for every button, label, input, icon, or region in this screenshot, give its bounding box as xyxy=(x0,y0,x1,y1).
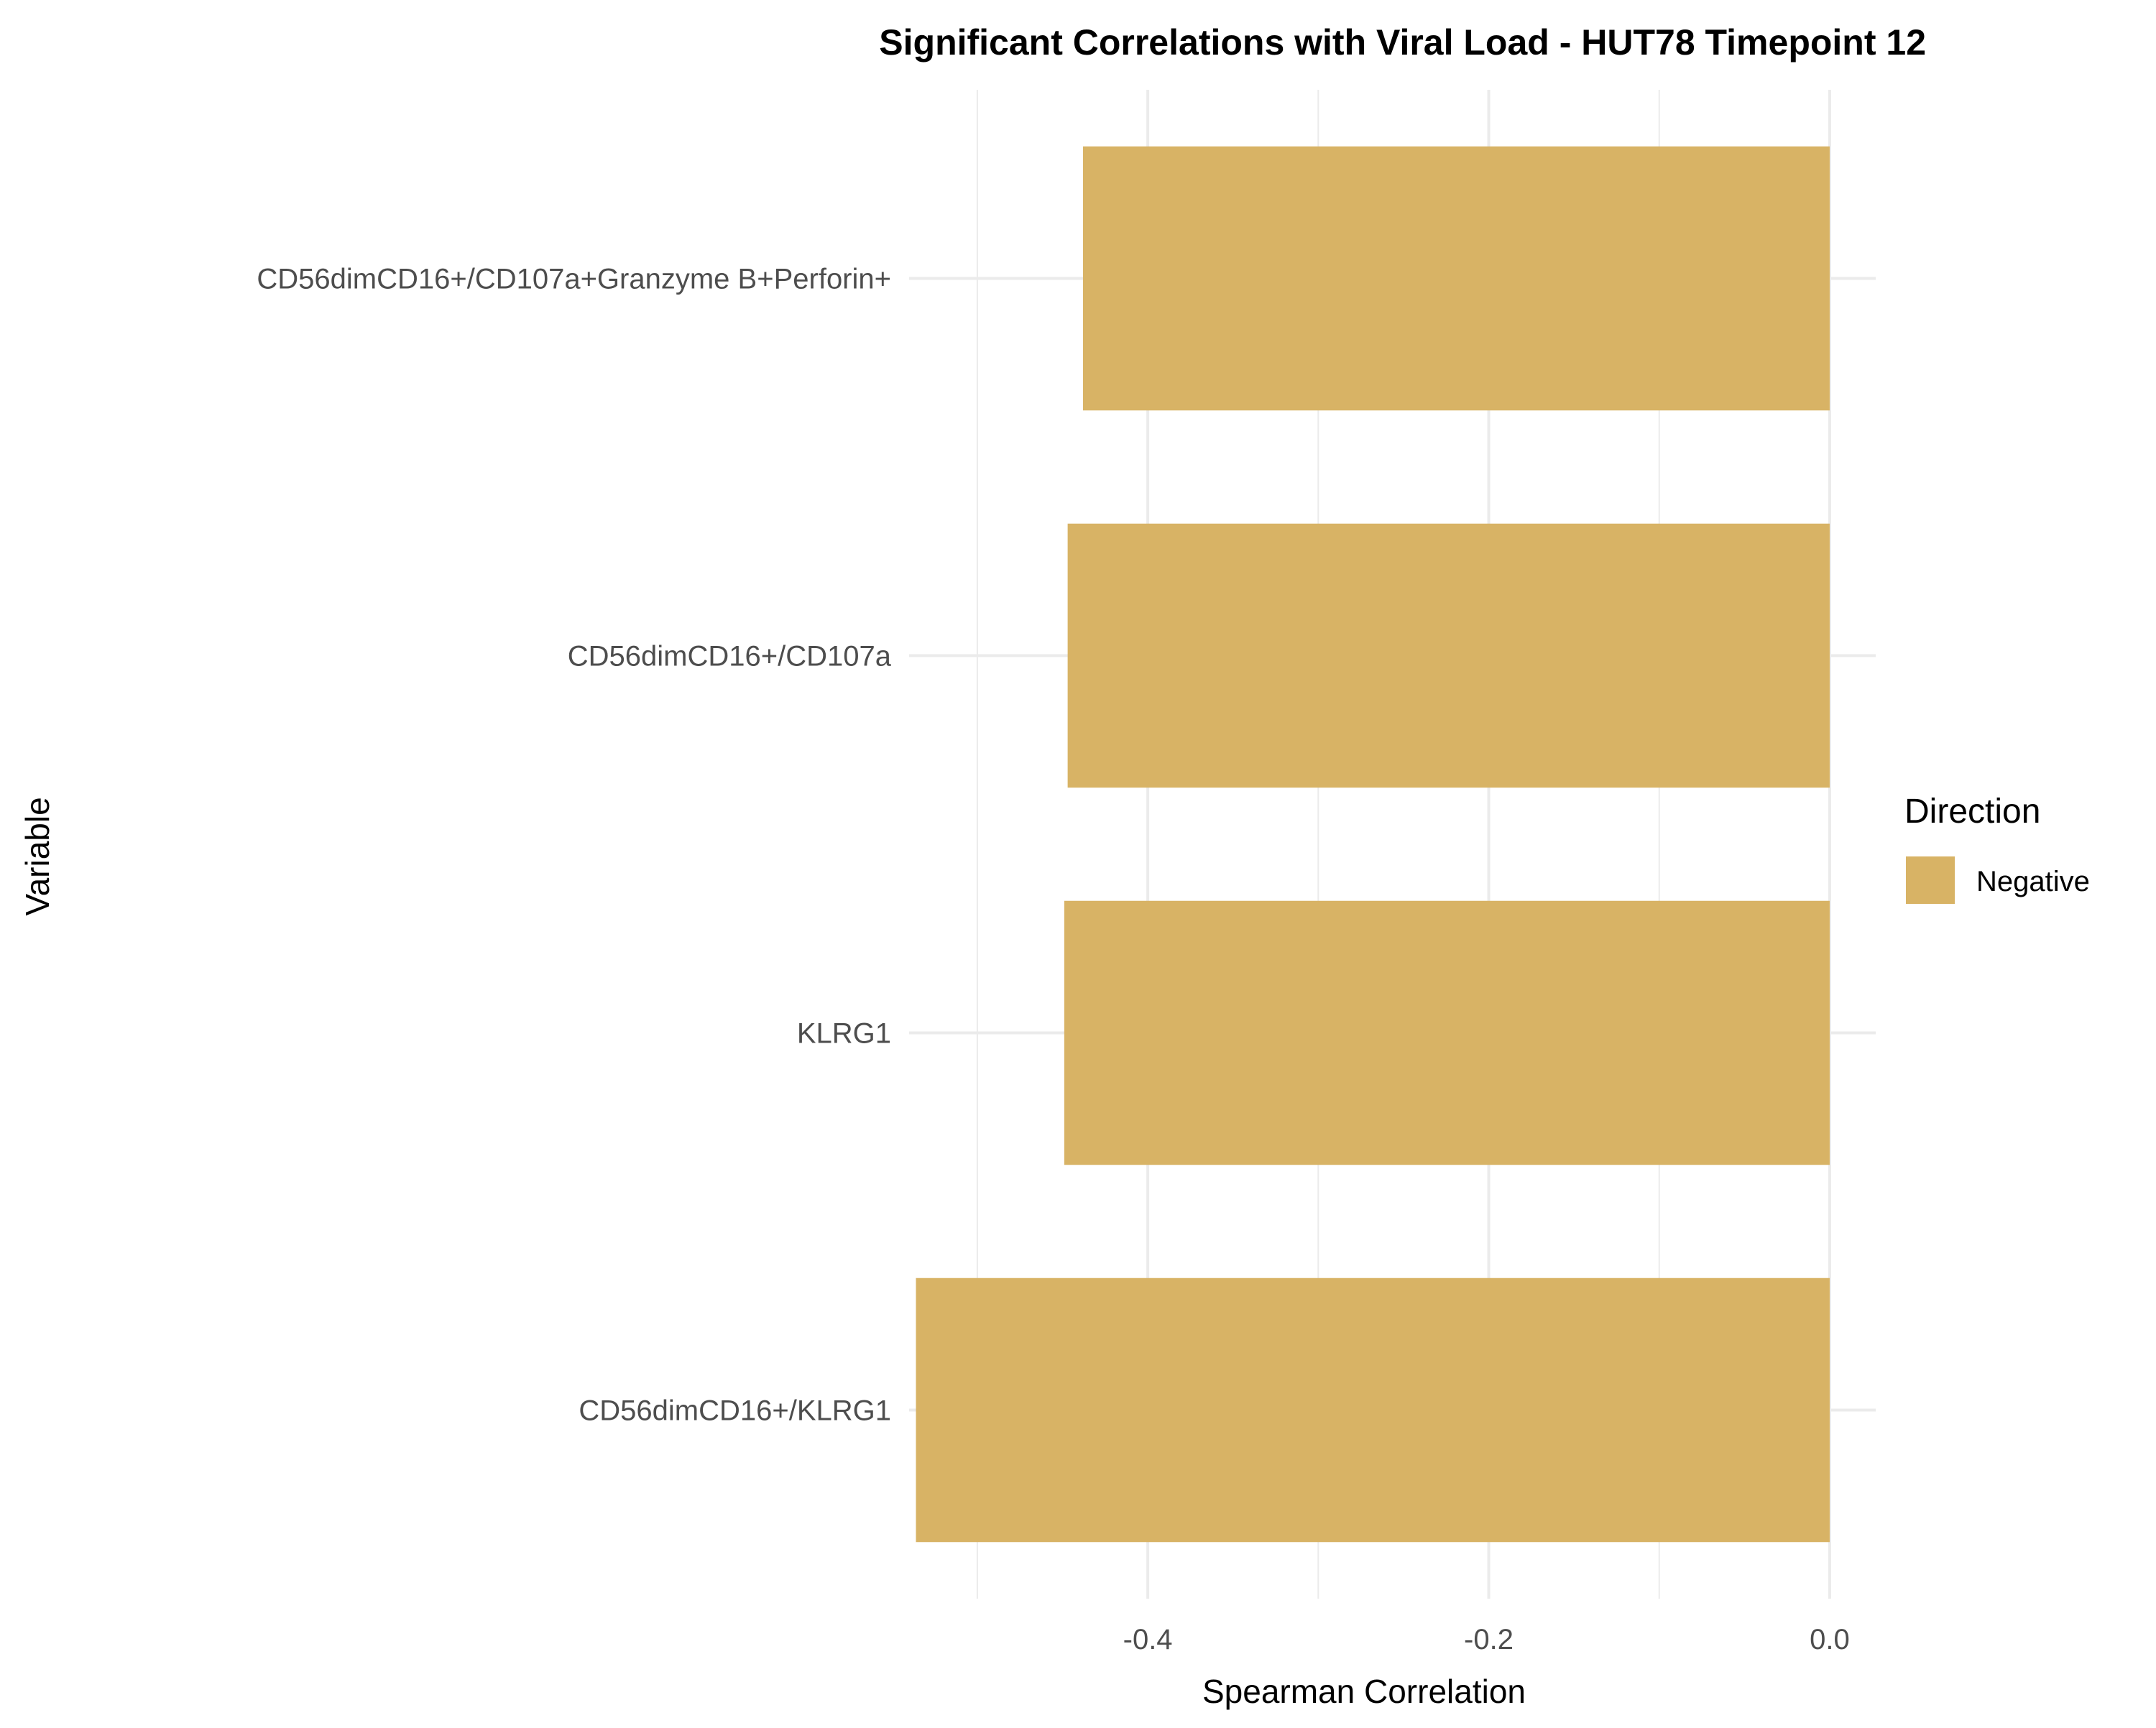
y-tick-label: CD56dimCD16+/CD107a+Granzyme B+Perforin+ xyxy=(257,264,891,295)
labels: Significant Correlations with Viral Load… xyxy=(19,22,1926,1710)
bars xyxy=(916,146,1830,1543)
y-axis-title: Variable xyxy=(19,797,56,915)
chart-title: Significant Correlations with Viral Load… xyxy=(879,22,1926,63)
legend-label-negative: Negative xyxy=(1976,866,2090,897)
legend-key-negative xyxy=(1906,856,1955,904)
x-axis-title: Spearman Correlation xyxy=(1202,1673,1526,1710)
bar xyxy=(1067,523,1830,788)
y-tick-label: CD56dimCD16+/KLRG1 xyxy=(579,1395,891,1427)
x-tick-label: -0.2 xyxy=(1464,1624,1514,1655)
bar xyxy=(1082,146,1830,411)
bar xyxy=(1064,900,1830,1165)
y-tick-label: KLRG1 xyxy=(797,1018,891,1050)
x-tick-label: 0.0 xyxy=(1810,1624,1850,1655)
y-tick-label: CD56dimCD16+/CD107a xyxy=(568,641,892,673)
x-tick-label: -0.4 xyxy=(1123,1624,1173,1655)
legend: Direction Negative xyxy=(1904,793,2090,904)
bar xyxy=(916,1277,1830,1543)
legend-title: Direction xyxy=(1904,793,2040,831)
